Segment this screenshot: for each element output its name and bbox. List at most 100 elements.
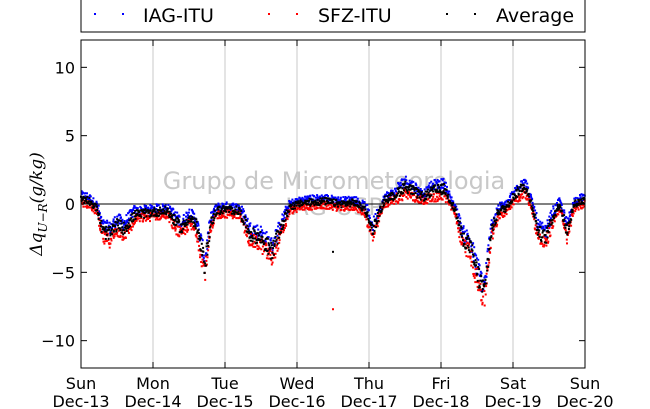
data-point: [279, 227, 282, 230]
data-point: [549, 220, 551, 223]
data-point: [527, 186, 530, 189]
data-point: [549, 217, 552, 220]
data-point: [250, 236, 253, 239]
data-point: [241, 210, 244, 213]
data-point: [176, 225, 179, 228]
data-point: [216, 207, 219, 210]
data-point: [292, 202, 295, 205]
y-axis-title-main: Δq: [27, 232, 47, 256]
data-point: [496, 219, 499, 222]
data-point: [280, 218, 283, 221]
data-point: [92, 207, 95, 210]
data-point: [350, 196, 353, 199]
data-point: [252, 225, 255, 228]
data-point: [561, 214, 564, 217]
data-point: [430, 194, 433, 197]
data-point: [536, 226, 539, 229]
data-point: [212, 214, 214, 217]
data-point: [554, 204, 557, 207]
data-point: [412, 192, 415, 195]
y-tick-label: 0: [65, 195, 75, 214]
data-point: [456, 208, 459, 211]
data-point: [365, 213, 368, 216]
data-point: [262, 232, 265, 235]
data-point: [554, 211, 556, 214]
data-point: [278, 232, 281, 235]
data-point: [545, 225, 548, 228]
data-point: [171, 217, 174, 220]
data-point: [308, 199, 311, 202]
data-point: [372, 232, 375, 235]
data-point: [267, 242, 270, 245]
data-point: [304, 195, 307, 198]
data-point: [520, 184, 523, 187]
data-point: [492, 217, 495, 220]
data-point: [217, 217, 220, 220]
data-point: [278, 239, 281, 242]
data-point: [478, 279, 480, 282]
data-point: [157, 211, 160, 214]
data-point: [452, 200, 455, 203]
data-point: [367, 217, 370, 220]
data-point: [198, 235, 201, 238]
data-point: [343, 209, 346, 212]
data-point: [239, 215, 242, 218]
data-point: [275, 246, 278, 249]
data-point: [102, 228, 105, 231]
data-point: [254, 237, 256, 240]
data-point: [225, 210, 228, 213]
data-point: [383, 195, 386, 198]
data-point: [304, 207, 307, 210]
data-point: [385, 199, 387, 202]
data-point: [131, 210, 133, 213]
data-point: [224, 215, 227, 218]
data-point: [414, 200, 416, 203]
data-point: [246, 232, 249, 235]
data-point: [400, 190, 403, 193]
data-point: [415, 184, 418, 187]
data-point: [127, 230, 130, 232]
data-point: [573, 197, 576, 200]
data-point: [429, 200, 432, 203]
data-point: [261, 229, 264, 232]
data-point: [466, 241, 469, 244]
data-point: [237, 210, 240, 213]
data-point: [464, 230, 467, 233]
data-point: [449, 195, 452, 198]
data-point: [125, 230, 128, 232]
data-point: [346, 207, 349, 210]
data-point: [97, 214, 100, 217]
data-point: [326, 207, 329, 210]
data-point: [480, 272, 483, 275]
data-point: [550, 221, 553, 224]
data-point: [95, 203, 98, 206]
data-point: [132, 207, 135, 209]
data-point: [448, 203, 451, 206]
data-point: [467, 249, 470, 252]
data-point: [142, 208, 145, 211]
data-point: [141, 212, 144, 215]
data-point: [436, 200, 439, 203]
data-point: [118, 219, 121, 222]
data-point: [161, 203, 164, 206]
data-point: [434, 198, 437, 201]
data-point: [364, 212, 367, 214]
data-point: [496, 215, 499, 218]
data-point: [547, 227, 550, 230]
data-point: [221, 204, 224, 207]
data-point: [115, 233, 118, 236]
data-point: [309, 208, 312, 211]
data-point: [517, 193, 520, 196]
data-point: [113, 216, 116, 219]
data-point: [255, 241, 258, 244]
data-point: [133, 212, 136, 214]
data-point: [265, 231, 268, 234]
data-point: [558, 197, 561, 200]
data-point: [315, 199, 318, 201]
data-point: [582, 193, 585, 196]
data-point: [574, 196, 577, 199]
data-point: [117, 229, 120, 232]
data-point: [119, 234, 122, 237]
data-point: [499, 212, 502, 215]
data-point: [568, 230, 571, 233]
